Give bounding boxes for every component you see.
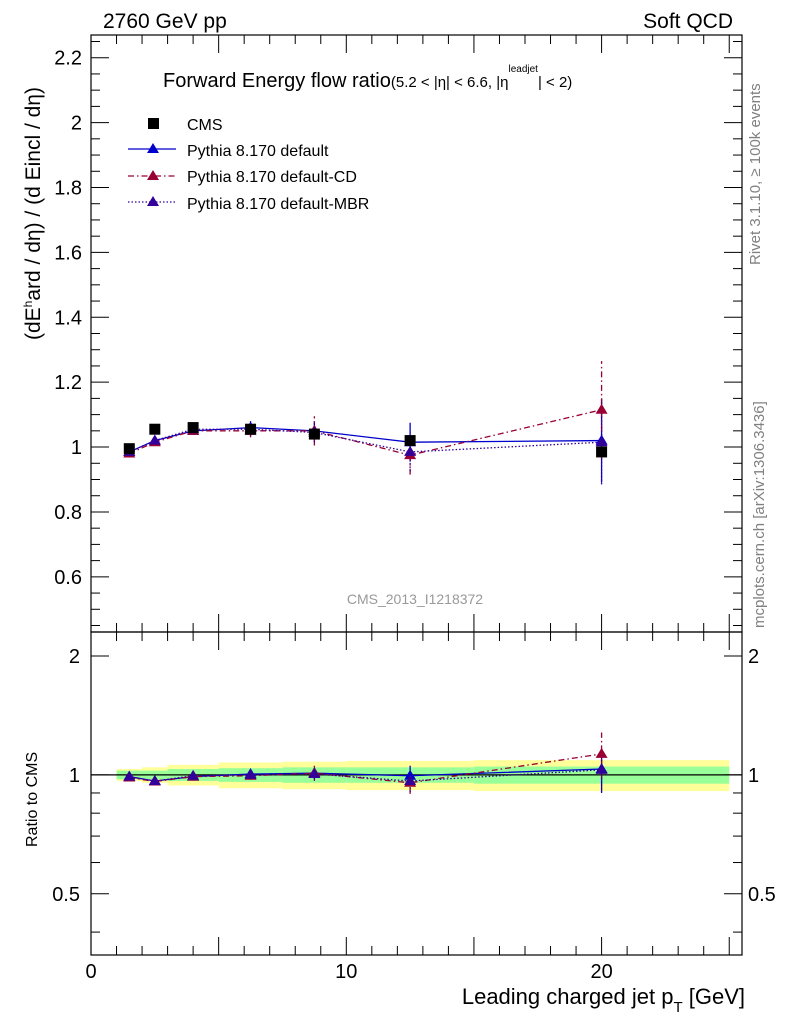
ratio-panel-content bbox=[91, 732, 742, 794]
legend-marker-default bbox=[147, 143, 159, 153]
main-point-mbr bbox=[404, 445, 417, 456]
ratio-y-tick-label-right: 1 bbox=[748, 765, 759, 787]
header-left: 2760 GeV pp bbox=[103, 10, 227, 33]
main-point-cms bbox=[245, 423, 257, 435]
legend-marker-cd bbox=[147, 170, 159, 180]
main-y-tick-label: 1.8 bbox=[54, 177, 82, 199]
main-line-cd bbox=[129, 409, 602, 456]
x-tick-label: 0 bbox=[85, 961, 96, 983]
plot-title-main: Forward Energy flow ratio bbox=[163, 70, 391, 92]
ratio-y-tick-label: 0.5 bbox=[52, 884, 80, 906]
main-y-tick-label: 2 bbox=[71, 113, 82, 135]
ratio-point-mbr bbox=[187, 769, 200, 780]
main-y-tick-label: 1.6 bbox=[54, 242, 82, 264]
main-y-tick-label: 0.8 bbox=[54, 502, 82, 524]
ratio-point-mbr bbox=[244, 768, 257, 779]
side-label-mcplots: mcplots.cern.ch [arXiv:1306.3436] bbox=[751, 401, 768, 628]
main-y-tick-label: 2.2 bbox=[54, 48, 82, 70]
main-y-tick-label: 1 bbox=[71, 437, 82, 459]
main-point-mbr bbox=[148, 434, 161, 445]
ratio-y-tick-label-right: 0.5 bbox=[748, 884, 776, 906]
main-y-tick-label: 0.6 bbox=[54, 567, 82, 589]
main-point-cms bbox=[308, 428, 320, 440]
ratio-point-mbr bbox=[308, 768, 321, 779]
legend-label-default: Pythia 8.170 default bbox=[187, 143, 329, 160]
ratio-panel-frame bbox=[90, 631, 743, 956]
main-point-mbr bbox=[595, 436, 608, 447]
legend-marker-mbr bbox=[147, 196, 159, 206]
analysis-watermark: CMS_2013_I1218372 bbox=[347, 591, 483, 607]
x-axis-label: Leading charged jet pT [GeV] bbox=[462, 984, 745, 1016]
plot-title-sub-a: (5.2 < |η| < 6.6, |η bbox=[391, 74, 509, 91]
main-point-cms bbox=[149, 423, 161, 435]
side-label-rivet: Rivet 3.1.10, ≥ 100k events bbox=[747, 83, 764, 265]
axis-ticks: 0 10 20 0.6 0.8 1 1.2 1.4 1.6 1.8 2 2.2 0.5 0.5 1 1 2 2 bbox=[52, 35, 776, 983]
legend-label-cd: Pythia 8.170 default-CD bbox=[187, 169, 357, 186]
y-axis-label-main: (dEhard / dη) / (d Eincl / dη) bbox=[21, 87, 45, 340]
ratio-point-cd bbox=[595, 747, 608, 758]
ratio-y-tick-label: 2 bbox=[69, 646, 80, 668]
ratio-y-tick-label-right: 2 bbox=[748, 646, 759, 668]
header-right: Soft QCD bbox=[643, 10, 733, 33]
plot-title-sup: leadjet bbox=[508, 64, 538, 75]
main-point-cms bbox=[187, 422, 199, 434]
ratio-point-mbr bbox=[123, 770, 136, 781]
legend-label-mbr: Pythia 8.170 default-MBR bbox=[187, 196, 369, 213]
plot-title: Forward Energy flow ratio(5.2 < |η| < 6.… bbox=[163, 64, 572, 92]
legend-label-cms: CMS bbox=[187, 117, 223, 134]
legend: CMS Pythia 8.170 default Pythia 8.170 de… bbox=[128, 117, 369, 213]
ratio-y-tick-label: 1 bbox=[69, 765, 80, 787]
main-y-tick-label: 1.4 bbox=[54, 307, 82, 329]
main-y-tick-label: 1.2 bbox=[54, 372, 82, 394]
x-tick-label: 20 bbox=[590, 961, 612, 983]
ratio-point-mbr bbox=[148, 775, 161, 786]
main-point-cd bbox=[595, 403, 608, 414]
y-axis-label-ratio: Ratio to CMS bbox=[24, 752, 41, 847]
x-tick-label: 10 bbox=[335, 961, 357, 983]
plot-title-sub-b: | < 2) bbox=[538, 74, 572, 91]
ratio-point-mbr bbox=[595, 763, 608, 774]
main-line-default bbox=[129, 426, 602, 453]
main-panel-content bbox=[123, 361, 608, 485]
main-point-cms bbox=[404, 435, 416, 447]
ratio-point-default bbox=[404, 769, 417, 780]
main-point-cms bbox=[123, 443, 135, 455]
ratio-point-mbr bbox=[404, 775, 417, 786]
legend-marker-cms bbox=[148, 118, 159, 129]
main-point-cms bbox=[596, 446, 608, 458]
